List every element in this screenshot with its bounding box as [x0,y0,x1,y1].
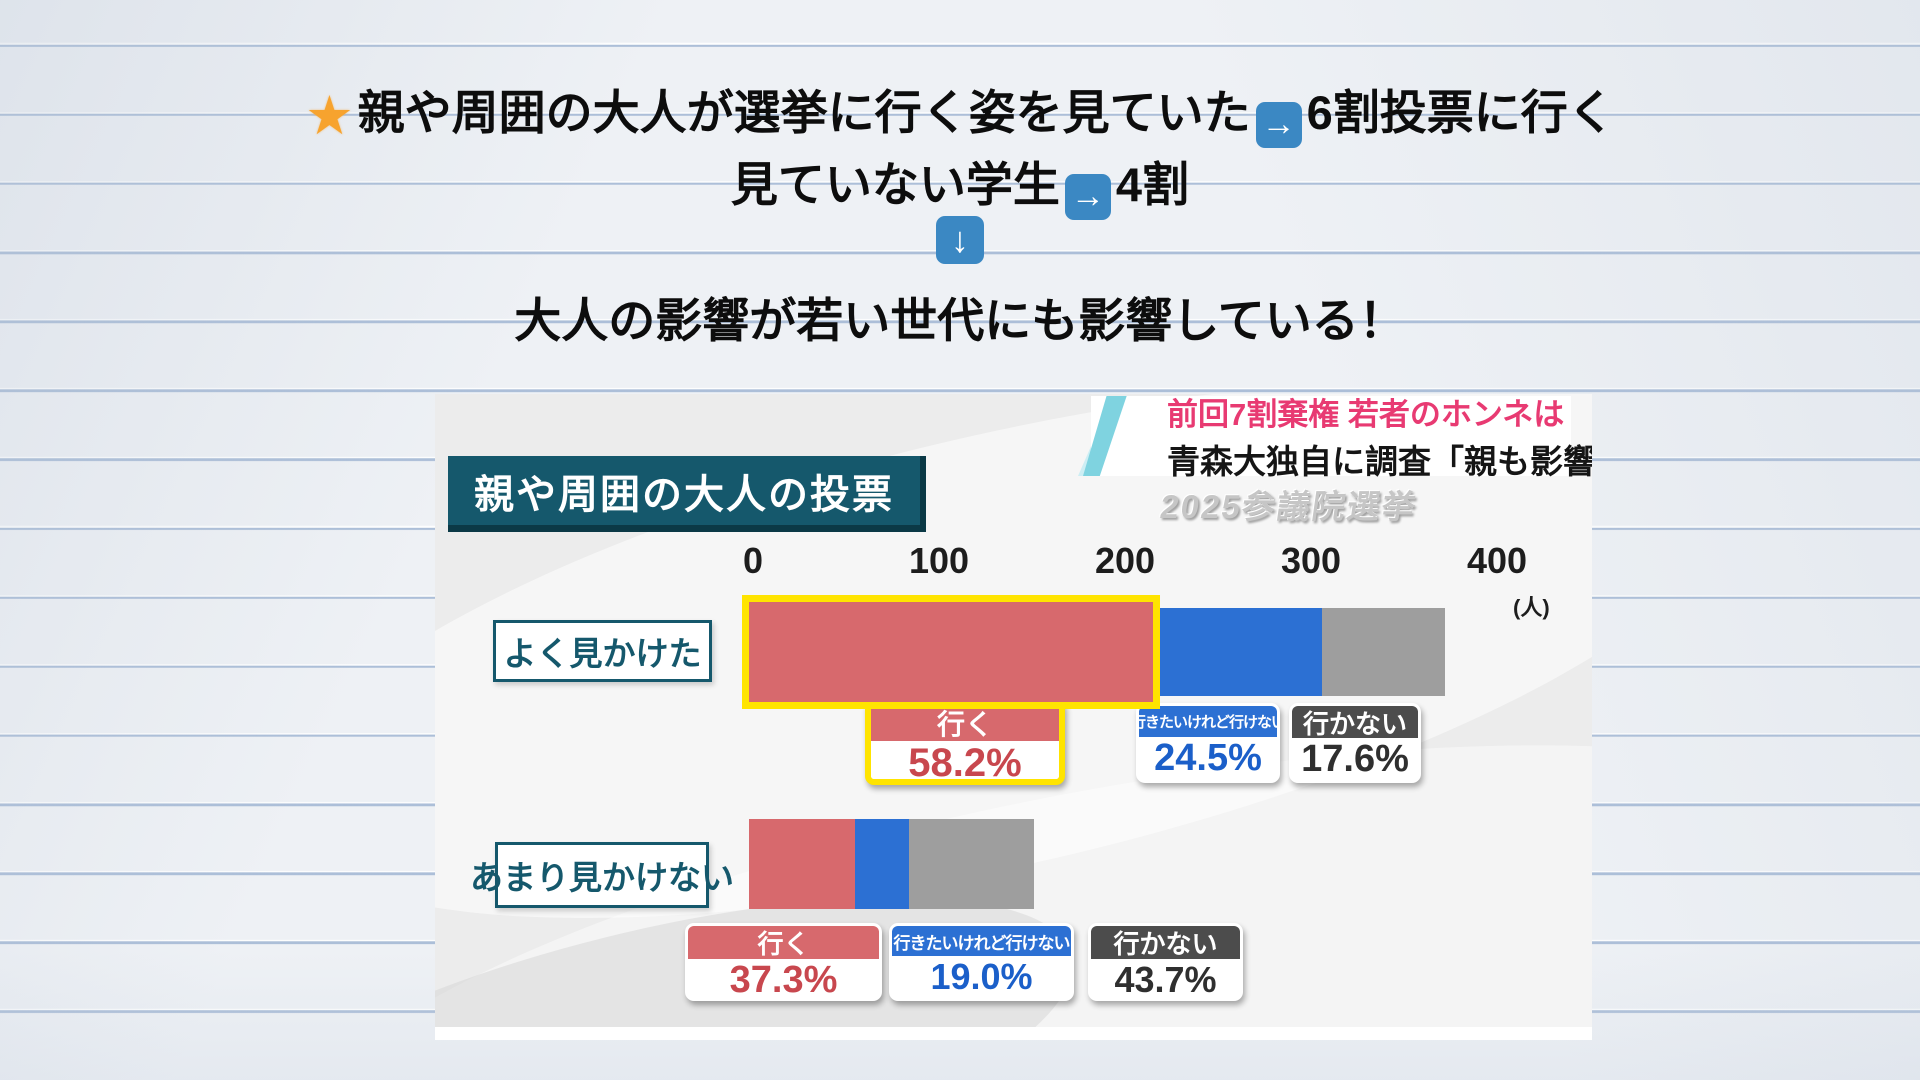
tv-screenshot: 前回7割棄権 若者のホンネは 青森大独自に調査「親も影響」 2025参議院選挙 … [435,394,1592,1040]
right-arrow-icon: → [1064,173,1111,220]
bar-segment-行きたいけれど行けない [855,819,909,909]
value-box-header: 行く [688,926,879,959]
headline-arrow-row: ↓ [0,216,1920,264]
value-box-percent: 24.5% [1139,737,1277,780]
x-axis-tick: 300 [1280,540,1342,581]
headline-line2-text1: 見ていない学生 [730,158,1060,211]
value-box-header: 行く [871,705,1059,741]
value-box-percent: 19.0% [892,956,1071,998]
bar-segment-行きたいけれど行けない [1153,608,1322,696]
value-box-ikitai-245: 行きたいけれど行けない 24.5% [1136,703,1280,783]
value-box-iku-373: 行く 37.3% [685,923,882,1001]
tv-bottom-margin [435,1027,1592,1040]
value-box-percent: 58.2% [871,741,1059,779]
right-arrow-icon: → [1255,101,1302,148]
caption-line-1: 前回7割棄権 若者のホンネは [1167,397,1565,432]
star-icon: ★ [305,86,354,146]
value-box-header: 行きたいけれど行けない [892,926,1071,956]
value-box-header: 行かない [1091,926,1240,959]
value-box-ikanai-176: 行かない 17.6% [1289,703,1421,783]
down-arrow-icon: ↓ [936,216,984,264]
x-axis-tick: 400 [1466,540,1528,581]
value-box-percent: 37.3% [688,959,879,998]
x-axis-tick: 0 [742,540,764,581]
axis-unit-label: (人) [1513,595,1550,620]
caption-line-2: 青森大独自に調査「親も影響」 [1167,443,1592,480]
election-watermark: 2025参議院選挙 [1158,488,1420,525]
headline-line-2: 見ていない学生 → 4割 [0,146,1920,220]
category-label-amari-mikakenai: あまり見かけない [470,842,734,908]
bar-segment-行かない [909,819,1034,909]
value-box-header: 行かない [1292,706,1418,739]
value-box-ikitai-190: 行きたいけれど行けない 19.0% [889,923,1074,1001]
headline-line1-text2: 6割投票に行く [1306,86,1615,139]
value-box-percent: 43.7% [1091,959,1240,998]
headline-conclusion: 大人の影響が若い世代にも影響している！ [514,294,1406,347]
value-box-percent: 17.6% [1292,738,1418,780]
headline-line2-text2: 4割 [1115,158,1190,211]
broadcast-caption: 前回7割棄権 若者のホンネは 青森大独自に調査「親も影響」 [1091,396,1592,480]
headline-line1-text1: 親や周囲の大人が選挙に行く姿を見ていた [357,86,1251,139]
chart-title: 親や周囲の大人の投票 [448,456,926,532]
category-label-yoku-mikaketa: よく見かけた [493,620,712,682]
headline-line-1: ★親や周囲の大人が選挙に行く姿を見ていた → 6割投票に行く [0,74,1920,148]
bar-row-yoku-mikaketa [749,602,1445,702]
x-axis-tick: 200 [1094,540,1156,581]
value-box-iku-582: 行く 58.2% [865,699,1065,785]
bar-segment-行く [749,819,855,909]
value-box-ikanai-437: 行かない 43.7% [1088,923,1243,1001]
x-axis-tick: 100 [908,540,970,581]
value-box-header: 行きたいけれど行けない [1139,706,1277,737]
bar-segment-行く [749,602,1153,702]
bar-segment-行かない [1322,608,1445,696]
bar-row-amari-mikakenai [749,818,1034,910]
